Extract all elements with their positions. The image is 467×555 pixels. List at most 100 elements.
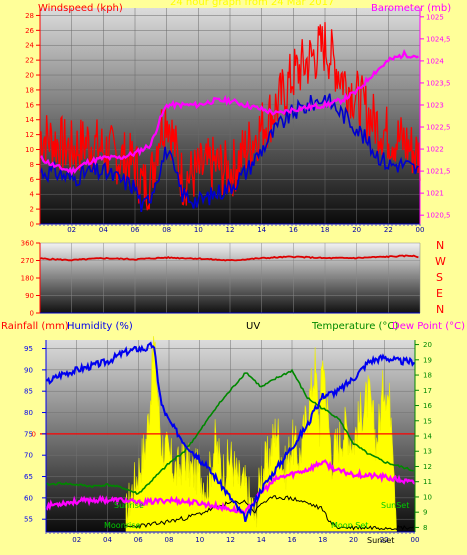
temp-y-tick-label: 9 [423,509,427,517]
direction-y-tick-label: 180 [21,275,34,283]
temp-y-tick-label: 15 [423,417,432,425]
wind-direction-line [39,254,419,262]
wind-y-tick-label: 0 [30,221,34,229]
temp-x-tick-label: 12 [226,536,235,544]
direction-y-tick-label: 90 [25,292,34,300]
baro-y-tick-label: 1025 [426,13,444,21]
compass-label-n-bottom: N [436,303,445,316]
dewpoint-line [45,459,416,518]
temp-x-tick-label: 10 [195,536,204,544]
chart-title: 24 hour graph from 24 Mar 2017 [170,0,335,8]
wind-y-tick-label: 12 [25,131,34,139]
barometer-axis-label: Barometer (mb) [371,3,452,14]
baro-y-tick-label: 1022,5 [426,124,451,132]
wind-y-tick-label: 26 [25,27,34,35]
wind-x-tick-label: 08 [162,226,171,234]
wind-x-tick-label: 16 [289,226,298,234]
baro-y-tick-label: 1021 [426,190,444,198]
humidity-y-tick-label: 90 [24,366,33,374]
wind-x-tick-label: 22 [384,226,393,234]
rainfall-tick-label: 0 [32,430,36,438]
temp-x-tick-label: 02 [72,536,81,544]
wind-y-tick-label: 18 [25,86,34,94]
barometer-line [39,48,419,177]
humidity-line [45,341,416,522]
humidity-y-tick-label: 95 [24,345,33,353]
temp-y-tick-label: 8 [423,524,427,532]
windspeed-line [39,22,421,211]
rainfall-axis-label: Rainfall (mm) [1,321,69,332]
humidity-y-tick-label: 85 [24,388,33,396]
compass-label-e: E [436,287,443,300]
annotation-moonrise: Moonrise [104,521,141,530]
baro-y-tick-label: 1023 [426,101,444,109]
temp-y-tick-label: 16 [423,402,432,410]
compass-label-s: S [436,271,443,284]
compass-label-n-top: N [436,239,445,252]
wind-y-tick-label: 2 [30,206,34,214]
temp-x-tick-label: 22 [380,536,389,544]
windspeed-axis-label: Windspeed (kph) [38,3,123,14]
wind-y-tick-label: 28 [25,12,34,20]
baro-y-tick-label: 1024,5 [426,35,451,43]
wind-x-tick-label: 10 [194,226,203,234]
wind-x-tick-label: 20 [352,226,361,234]
uv-area [125,336,397,533]
wind-x-tick-label: 04 [99,226,108,234]
baro-y-tick-label: 1023,5 [426,79,451,87]
baro-y-tick-label: 1020,5 [426,212,451,220]
uv-label: UV [246,321,261,332]
temp-x-tick-label: 08 [165,536,174,544]
x-axis-minor-ticks [39,224,421,226]
wind-x-tick-label: 02 [67,226,76,234]
temp-x-tick-label: 06 [134,536,143,544]
wind-y-tick-label: 24 [25,42,34,50]
wind-y-tick-label: 14 [25,116,34,124]
wind-y-tick-label: 4 [30,191,35,199]
compass-label-w: W [435,255,446,268]
temp-x-tick-label: 14 [257,536,266,544]
windspeed-average-line [39,93,419,213]
temp-y-tick-label: 11 [423,478,432,486]
temp-y-tick-label: 14 [423,433,432,441]
x-axis-minor-ticks [45,532,415,534]
temp-y-tick-label: 20 [423,341,432,349]
temp-x-tick-label: 16 [288,536,297,544]
wind-y-tick-label: 10 [25,146,34,154]
dewpoint-axis-label: Dew Point (°C) [392,321,466,332]
temp-x-tick-label: 20 [349,536,358,544]
direction-y-tick-label: 270 [21,257,34,265]
temp-y-tick-label: 10 [423,493,432,501]
wind-x-tick-label: 14 [257,226,266,234]
temp-y-tick-label: 12 [423,463,432,471]
baro-y-tick-label: 1022 [426,146,444,154]
temperature-line [45,368,414,496]
humidity-y-tick-label: 65 [24,473,33,481]
rainfall-line [122,494,414,531]
humidity-axis-label: Humidity (%) [67,321,133,332]
wind-y-tick-label: 6 [30,176,35,184]
wind-y-tick-label: 22 [25,57,34,65]
baro-y-tick-label: 1021,5 [426,168,451,176]
wind-x-tick-label: 00 [416,226,425,234]
humidity-y-tick-label: 75 [24,430,33,438]
annotation-sunset: Sunset [367,536,395,545]
annotation-moonset: Moon Set [331,521,369,530]
temp-x-tick-label: 00 [411,536,420,544]
wind-x-tick-label: 18 [321,226,330,234]
temperature-axis-label: Temperature (°C) [312,321,399,332]
annotation-sunset-right: SunSet [381,501,410,510]
direction-y-tick-label: 360 [21,240,34,248]
wind-x-tick-label: 12 [226,226,235,234]
temp-x-tick-label: 04 [103,536,112,544]
temp-y-tick-label: 17 [423,387,432,395]
temp-y-tick-label: 19 [423,356,432,364]
wind-x-tick-label: 06 [131,226,140,234]
humidity-y-tick-label: 55 [24,516,33,524]
temp-y-tick-label: 13 [423,448,432,456]
humidity-y-tick-label: 80 [24,409,33,417]
direction-y-tick-label: 0 [30,310,34,318]
wind-y-tick-label: 8 [30,161,34,169]
